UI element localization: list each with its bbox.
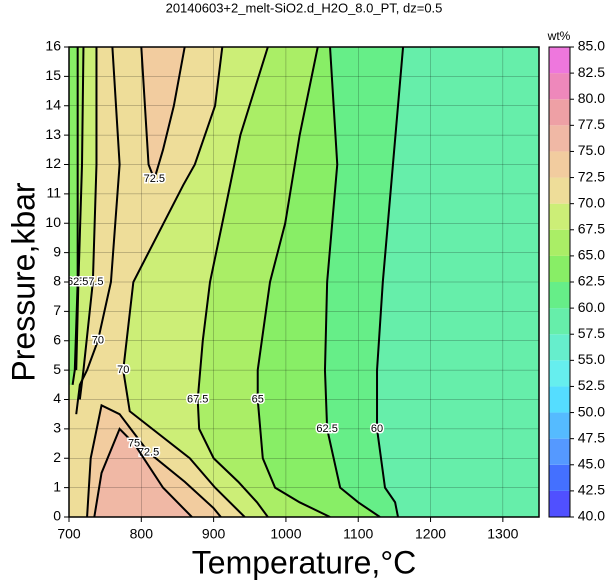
y-tick-label: 1 [53, 478, 61, 494]
colorbar-tick-label: 70.0 [578, 194, 605, 210]
y-tick-label: 11 [46, 185, 61, 201]
y-axis-label: Pressure,kbar [5, 182, 41, 382]
colorbar-band [549, 282, 570, 309]
colorbar-tick-label: 77.5 [578, 116, 605, 132]
contour-line [78, 47, 98, 400]
contour-label: 60 [371, 423, 383, 435]
contour-line [323, 47, 381, 517]
y-tick-label: 3 [53, 420, 61, 436]
y-tick-label: 10 [45, 214, 61, 230]
x-axis-label: Temperature,°C [192, 544, 416, 580]
x-tick-label: 1300 [487, 526, 518, 542]
contour-label: 72.5 [144, 173, 165, 185]
y-tick-label: 9 [53, 243, 61, 259]
x-tick-label: 1000 [270, 526, 301, 542]
colorbar-tick-label: 67.5 [578, 220, 605, 236]
contour-label: 62.5 [316, 423, 337, 435]
contour-line [140, 47, 186, 183]
contour-line [75, 47, 85, 371]
colorbar-tick-label: 55.0 [578, 351, 605, 367]
contour-line [93, 427, 193, 517]
y-tick-label: 0 [53, 508, 61, 524]
colorbar-band [549, 99, 570, 126]
y-tick-label: 8 [53, 273, 61, 289]
contour-line [75, 47, 121, 415]
contour-line [86, 403, 222, 517]
colorbar-band [549, 151, 570, 178]
y-tick-label: 14 [45, 96, 61, 112]
colorbar-band [549, 255, 570, 282]
y-tick-label: 16 [45, 38, 61, 54]
colorbar-band [549, 47, 570, 74]
y-tick-label: 4 [53, 390, 61, 406]
contour-label: 75 [128, 437, 140, 449]
colorbar-label: wt% [547, 29, 571, 43]
contour-fill [69, 47, 78, 385]
colorbar-tick-label: 52.5 [578, 377, 605, 393]
colorbar-tick-label: 82.5 [578, 64, 605, 80]
colorbar-band [549, 490, 570, 517]
colorbar-tick-label: 80.0 [578, 90, 605, 106]
contour-fill [69, 428, 192, 517]
contour-label: 70 [117, 364, 129, 376]
colorbar-tick-label: 65.0 [578, 247, 605, 263]
y-tick-label: 5 [53, 361, 61, 377]
x-tick-label: 900 [202, 526, 226, 542]
x-tick-label: 700 [57, 526, 81, 542]
y-tick-label: 6 [53, 331, 61, 347]
colorbar-tick-label: 47.5 [578, 429, 605, 445]
colorbar-band [549, 360, 570, 387]
colorbar-band [549, 464, 570, 491]
y-tick-label: 15 [45, 67, 61, 83]
colorbar-band [549, 438, 570, 465]
colorbar-tick-label: 50.0 [578, 403, 605, 419]
colorbar-tick-label: 85.0 [578, 38, 605, 54]
colorbar-tick-label: 60.0 [578, 299, 605, 315]
colorbar-band [549, 308, 570, 335]
x-tick-label: 1200 [415, 526, 446, 542]
contour-label: 62.5 [67, 276, 88, 288]
contour-line [256, 47, 331, 517]
colorbar-band [549, 177, 570, 204]
colorbar-band [549, 412, 570, 439]
chart-title: 20140603+2_melt-SiO2.d_H2O_8.0_PT, dz=0.… [166, 0, 443, 15]
colorbar-tick-label: 57.5 [578, 325, 605, 341]
contour-fill [69, 47, 185, 180]
colorbar-tick-label: 75.0 [578, 142, 605, 158]
colorbar-band [549, 125, 570, 152]
contour-line [71, 47, 79, 385]
contour-label: 67.5 [82, 276, 103, 288]
colorbar-band [549, 386, 570, 413]
colorbar-tick-label: 40.0 [578, 508, 605, 524]
y-tick-label: 7 [53, 302, 61, 318]
contour-line [376, 47, 405, 517]
contour-label: 72.5 [138, 446, 159, 458]
x-tick-label: 800 [130, 526, 154, 542]
y-tick-label: 13 [45, 126, 61, 142]
colorbar-tick-label: 42.5 [578, 482, 605, 498]
colorbar-tick-label: 45.0 [578, 455, 605, 471]
contour-line [196, 47, 269, 517]
x-tick-label: 1100 [343, 526, 373, 542]
contour-label: 70 [92, 335, 104, 347]
colorbar-tick-label: 62.5 [578, 273, 605, 289]
contour-label: 65 [252, 393, 264, 405]
colorbar-tick-label: 72.5 [578, 168, 605, 184]
y-tick-label: 2 [53, 449, 61, 465]
y-tick-label: 12 [45, 155, 61, 171]
colorbar-band [549, 229, 570, 256]
colorbar-band [549, 203, 570, 230]
contour-label: 67.5 [187, 393, 208, 405]
contour-line [122, 47, 246, 517]
colorbar-band [549, 334, 570, 361]
colorbar-band [549, 73, 570, 100]
